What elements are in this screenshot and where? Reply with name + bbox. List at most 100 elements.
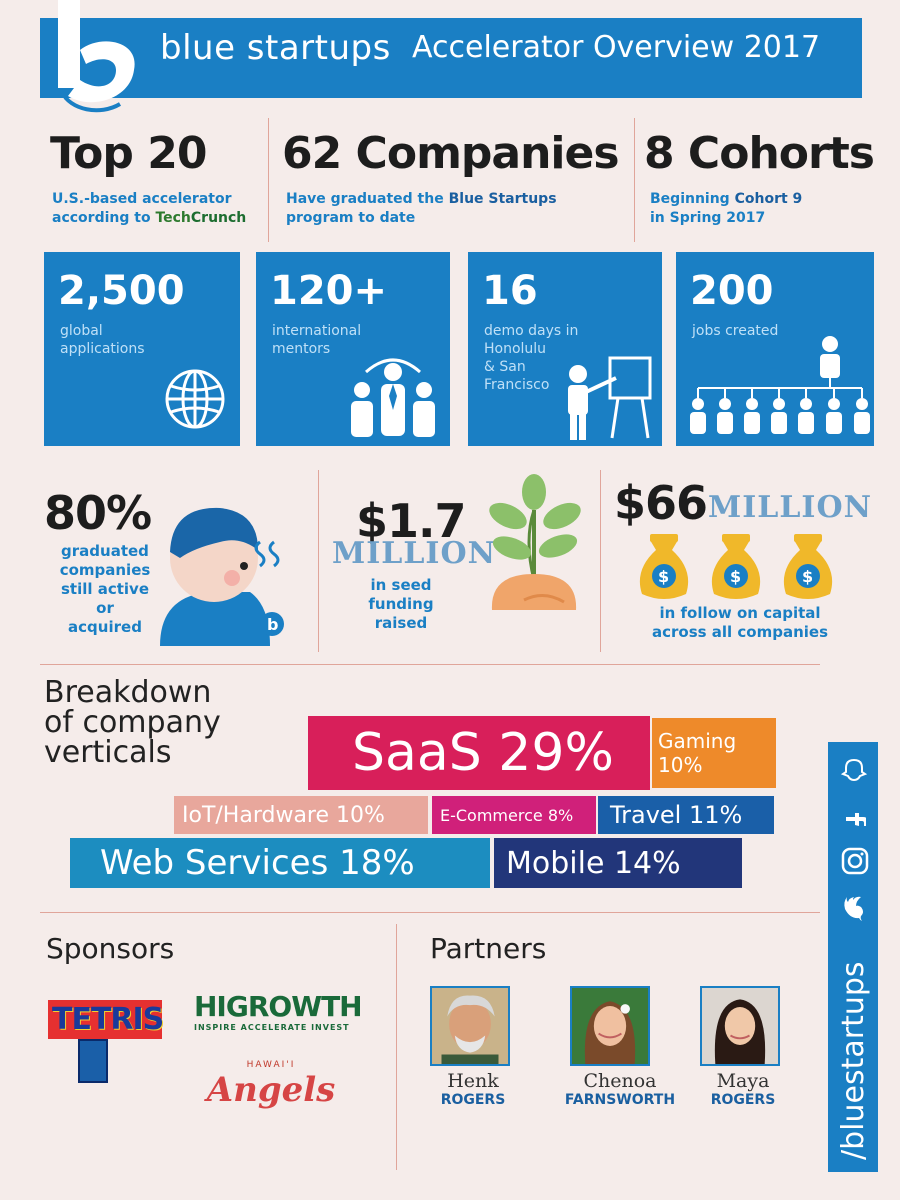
vertical-bar-saas: SaaS 29%	[308, 716, 650, 790]
stat-cohorts: 8 Cohorts	[644, 128, 875, 179]
social-sidebar	[828, 742, 878, 1172]
tile-jobs: 200 jobs created	[676, 252, 874, 446]
partner-henk: Henk ROGERS	[430, 986, 516, 1108]
social-handle[interactable]: /bluestartups	[836, 961, 871, 1160]
stat-companies: 62 Companies	[282, 128, 620, 179]
snapchat-icon[interactable]	[840, 756, 868, 784]
social-handle-wrap: /bluestartups	[836, 961, 876, 1195]
caption-line: program to date	[286, 210, 416, 226]
tile-demo-days: 16 demo days in Honolulu & San Francisco	[468, 252, 662, 446]
twitter-icon[interactable]	[840, 894, 870, 924]
divider	[600, 470, 601, 652]
tile-label-line: & San	[484, 359, 526, 375]
partner-last-name: FARNSWORTH	[564, 1092, 676, 1108]
divider	[40, 664, 820, 665]
divider	[40, 912, 820, 913]
seedling-icon	[489, 474, 581, 610]
stat-follow-million: MILLION	[708, 490, 873, 525]
partner-photo	[570, 986, 650, 1066]
higrowth-tagline: INSPIRE ACCELERATE INVEST	[194, 1023, 350, 1032]
tile-number: 2,500	[58, 268, 185, 314]
stat-active-caption: graduated companies still active or acqu…	[50, 542, 160, 637]
money-bags-icon: $ $ $	[639, 534, 833, 599]
vertical-bar-ecommerce: E-Commerce 8%	[432, 796, 596, 834]
vertical-bar-label: Web Services 18%	[100, 843, 415, 883]
caption-line: still active or	[60, 580, 150, 617]
partner-last-name: ROGERS	[710, 1092, 776, 1108]
higrowth-wordmark: HIGROWTH	[194, 990, 363, 1023]
caption-text: according to	[52, 210, 156, 226]
globe-icon	[165, 369, 225, 429]
hawaii-angels-wordmark: Angels	[206, 1070, 336, 1110]
tile-number: 16	[482, 268, 538, 314]
tetris-block-icon	[78, 1039, 108, 1083]
caption-bold: Cohort 9	[734, 191, 803, 207]
tetris-logo: TETRIS	[48, 1000, 164, 1083]
instagram-icon[interactable]	[840, 846, 870, 876]
stat-companies-caption: Have graduated the Blue Startups program…	[286, 190, 557, 228]
techcrunch-crunch: Crunch	[190, 210, 247, 226]
vertical-bar-label: 10%	[658, 753, 703, 777]
stat-active-pct: 80%	[44, 486, 152, 540]
techcrunch-tech: Tech	[155, 210, 191, 226]
org-chart-icon	[690, 336, 870, 434]
vertical-bar-label: Gaming	[658, 729, 737, 753]
tile-label-line: mentors	[272, 341, 331, 357]
partner-last-name: ROGERS	[440, 1092, 506, 1108]
hawaii-angels-tag: HAWAI'I	[246, 1060, 296, 1070]
tile-label: jobs created	[692, 322, 778, 340]
caption-line: graduated	[61, 542, 149, 560]
caption-line: acquired	[68, 618, 142, 636]
header-banner	[40, 18, 862, 98]
caption-line: U.S.-based accelerator	[52, 191, 232, 207]
facebook-icon[interactable]	[843, 806, 868, 832]
partner-photo	[430, 986, 510, 1066]
caption-text: Beginning	[650, 191, 735, 207]
divider	[634, 118, 635, 242]
tile-number: 120+	[270, 268, 388, 314]
caption-bold: Blue Startups	[448, 191, 557, 207]
tile-label-line: international	[272, 323, 362, 339]
tile-label-line: jobs created	[692, 323, 779, 339]
stat-follow-caption: in follow on capital across all companie…	[640, 604, 840, 642]
vertical-bar-label: Mobile 14%	[506, 845, 681, 881]
stat-top20: Top 20	[50, 128, 207, 179]
svg-text:$: $	[658, 567, 669, 586]
caption-line: companies	[59, 561, 151, 579]
caption-line: Beginning Cohort 9	[650, 190, 802, 209]
partner-first-name: Maya	[716, 1070, 770, 1092]
stat-cohorts-caption: Beginning Cohort 9 in Spring 2017	[650, 190, 802, 228]
tile-label: global applications	[60, 322, 145, 358]
divider	[268, 118, 269, 242]
divider	[396, 924, 397, 1170]
blue-startups-logo-icon	[58, 0, 135, 113]
tile-label: international mentors	[272, 322, 361, 358]
tile-label-line: Honolulu	[484, 341, 547, 357]
vertical-bar-travel: Travel 11%	[598, 796, 774, 834]
svg-text:$: $	[730, 567, 741, 586]
caption-line: raised	[374, 614, 428, 632]
caption-line: in seed	[370, 576, 432, 594]
tile-label-line: global	[60, 323, 103, 339]
vertical-bar-iot: IoT/Hardware 10%	[174, 796, 428, 834]
page-title: Accelerator Overview 2017	[412, 30, 821, 65]
tile-applications: 2,500 global applications	[44, 252, 240, 446]
vertical-bar-label: SaaS 29%	[352, 723, 614, 783]
divider	[318, 470, 319, 652]
vertical-bar-mobile: Mobile 14%	[494, 838, 742, 888]
vertical-bar-label: E-Commerce 8%	[440, 805, 574, 825]
vertical-bar-label: IoT/Hardware 10%	[182, 802, 385, 828]
caption-line: in follow on capital	[659, 604, 821, 622]
brand-name: blue startups	[160, 28, 391, 68]
caption-line: according to TechCrunch	[52, 209, 246, 228]
mentors-icon	[351, 358, 435, 437]
partner-maya: Maya ROGERS	[700, 986, 786, 1108]
svg-text:b: b	[267, 615, 278, 634]
vertical-bar-gaming: Gaming 10%	[652, 718, 776, 788]
hawaii-angels-logo: HAWAI'I Angels	[196, 1060, 346, 1110]
sponsors-title: Sponsors	[46, 932, 175, 965]
tile-label-line: demo days in	[484, 323, 579, 339]
breakdown-title-line: verticals	[44, 735, 172, 770]
partner-first-name: Chenoa	[583, 1070, 657, 1092]
partner-chenoa: Chenoa FARNSWORTH	[560, 986, 680, 1108]
